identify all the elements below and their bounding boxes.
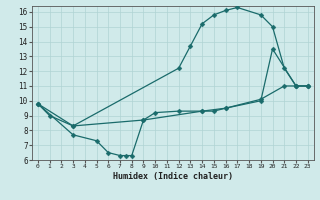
- X-axis label: Humidex (Indice chaleur): Humidex (Indice chaleur): [113, 172, 233, 181]
